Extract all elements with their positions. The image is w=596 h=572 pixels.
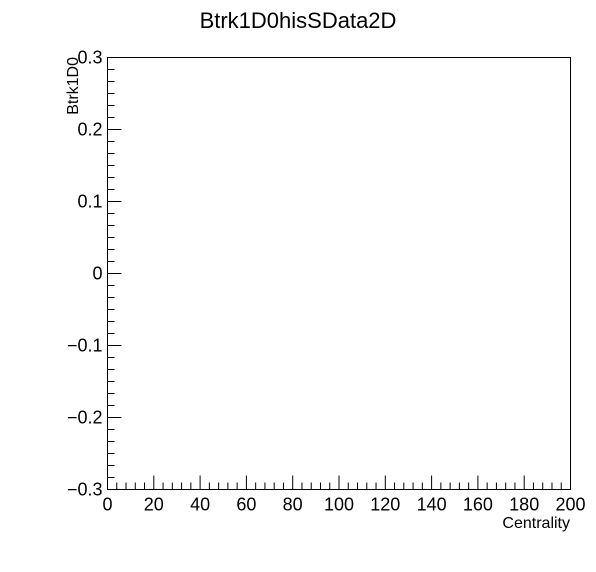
x-tick-label: 80: [283, 495, 303, 515]
x-tick-label: 40: [190, 495, 210, 515]
y-axis: −0.3 −0.2 −0.1 0 0.1 0.2 0.3: [67, 48, 122, 500]
y-tick-label: 0: [92, 264, 102, 284]
y-tick-label: −0.2: [67, 408, 103, 428]
x-tick-label: 200: [555, 495, 585, 515]
x-tick-label: 140: [417, 495, 447, 515]
y-axis-title: Btrk1D0: [65, 57, 82, 115]
y-tick-label: −0.3: [67, 480, 103, 500]
y-tick-label: 0.2: [77, 120, 102, 140]
x-tick-label: 120: [370, 495, 400, 515]
x-axis: 0 20 40 60 80 100 120 140 160 180 200: [102, 475, 586, 515]
y-tick-label: 0.3: [77, 48, 102, 68]
x-tick-label: 160: [463, 495, 493, 515]
y-tick-label: −0.1: [67, 336, 103, 356]
y-tick-label: 0.1: [77, 192, 102, 212]
x-tick-label: 60: [236, 495, 256, 515]
chart-title: Btrk1D0hisSData2D: [200, 8, 397, 33]
x-tick-label: 100: [324, 495, 354, 515]
x-axis-title: Centrality: [502, 515, 570, 532]
x-tick-label: 180: [509, 495, 539, 515]
x-tick-label: 0: [102, 495, 112, 515]
x-tick-label: 20: [144, 495, 164, 515]
